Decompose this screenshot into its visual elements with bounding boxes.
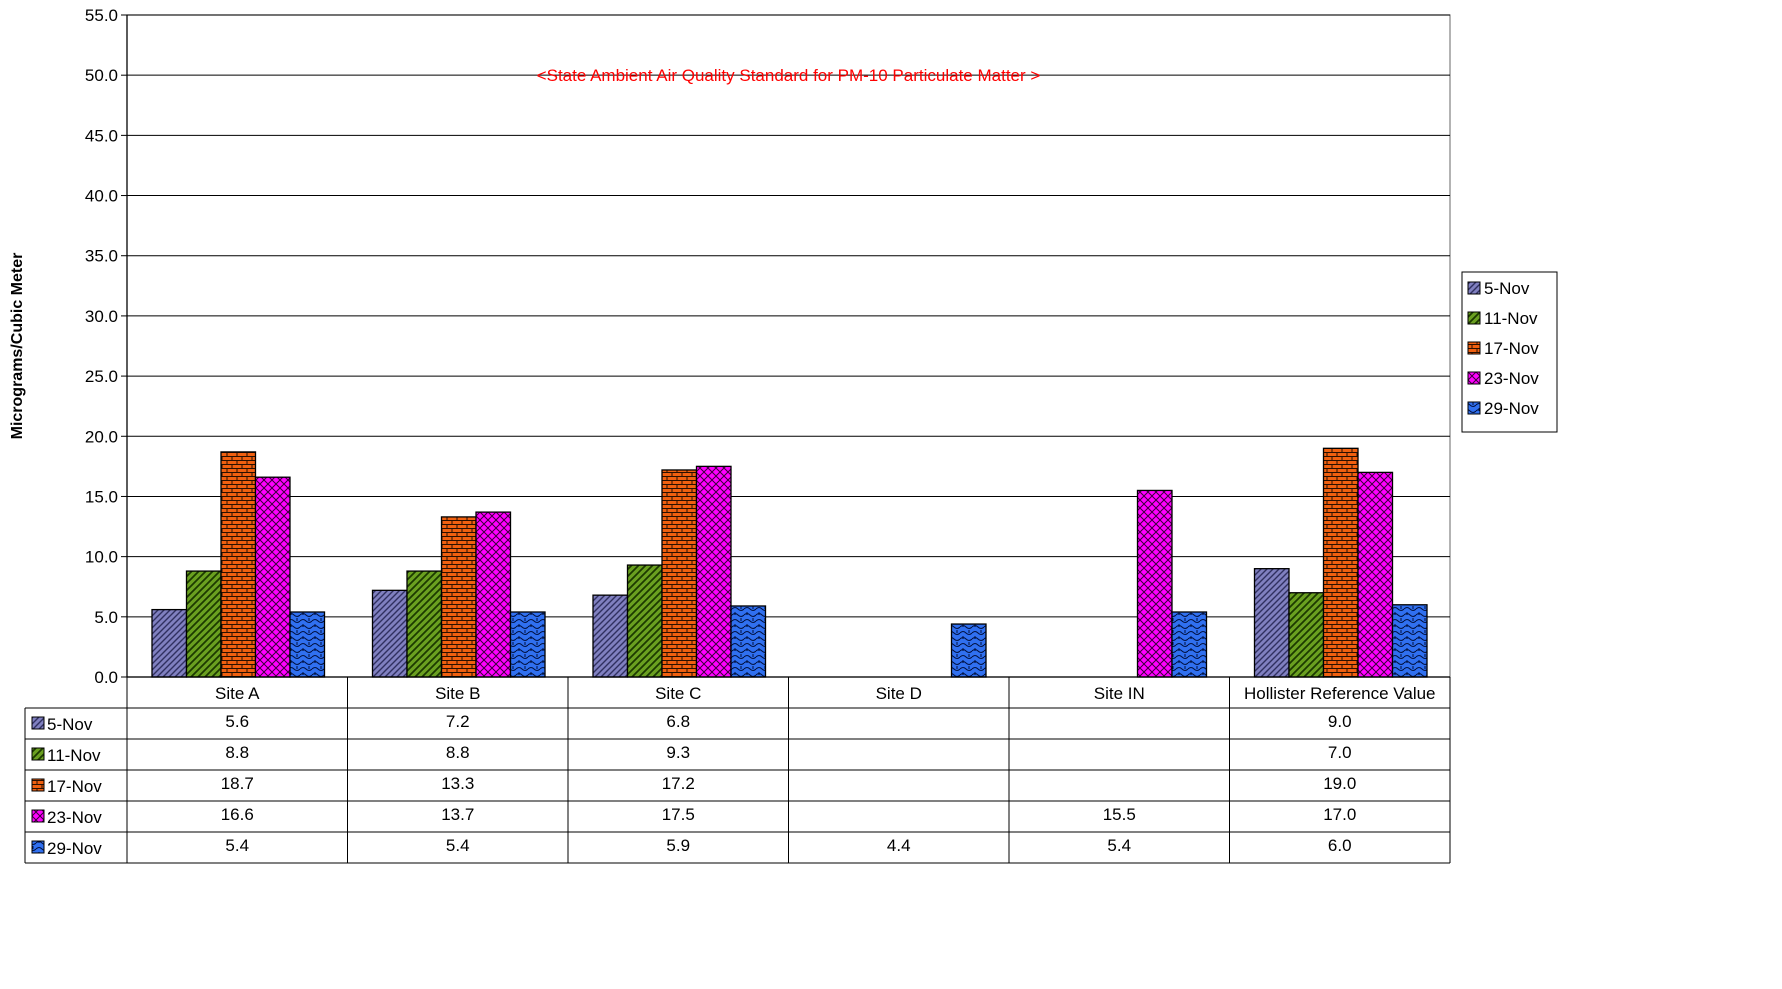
table-value: 5.6	[225, 712, 249, 731]
legend-label: 5-Nov	[1484, 279, 1530, 298]
table-series-label: 23-Nov	[47, 808, 102, 827]
table-value: 19.0	[1323, 774, 1356, 793]
table-value: 7.2	[446, 712, 470, 731]
table-value: 5.4	[1107, 836, 1131, 855]
category-label: Site C	[655, 684, 701, 703]
category-label: Site A	[215, 684, 260, 703]
legend-swatch-5-nov	[1467, 281, 1481, 295]
y-tick-label: 15.0	[85, 487, 118, 506]
y-tick-label: 35.0	[85, 247, 118, 266]
y-tick-label: 45.0	[85, 126, 118, 145]
table-value: 17.0	[1323, 805, 1356, 824]
y-axis-label: Micrograms/Cubic Meter	[9, 253, 26, 440]
table-value: 6.0	[1328, 836, 1352, 855]
y-tick-label: 5.0	[94, 608, 118, 627]
category-label: Site IN	[1094, 684, 1145, 703]
table-value: 7.0	[1328, 743, 1352, 762]
gridlines	[126, 14, 1451, 678]
table-value: 15.5	[1103, 805, 1136, 824]
y-tick-label: 20.0	[85, 427, 118, 446]
y-tick-label: 10.0	[85, 548, 118, 567]
table-series-label: 5-Nov	[47, 715, 93, 734]
bars	[151, 447, 1428, 678]
table-value: 17.2	[662, 774, 695, 793]
y-tick-label: 50.0	[85, 66, 118, 85]
bar-29-nov-site-a	[289, 611, 326, 678]
y-tick-label: 25.0	[85, 367, 118, 386]
table-value: 8.8	[225, 743, 249, 762]
bar-17-nov-site-b	[440, 516, 477, 678]
bar-29-nov-site-in	[1171, 611, 1208, 678]
table-key-5-nov	[31, 716, 45, 730]
data-table: Site A Site B Site C Site D Site IN Hollister…	[24, 676, 1451, 864]
legend-swatch-11-nov	[1467, 311, 1481, 325]
axes: 0.0 5.0 10.0 15.0 20.0 25.0 30.0 35.0 40.0 45.0 50…	[9, 6, 128, 687]
bar-23-nov-hollister-reference-value	[1357, 471, 1394, 678]
table-value: 16.6	[221, 805, 254, 824]
bar-17-nov-hollister-reference-value	[1322, 447, 1359, 678]
y-tick-label: 30.0	[85, 307, 118, 326]
legend-swatch-29-nov	[1467, 401, 1481, 415]
bar-5-nov-hollister-reference-value	[1253, 568, 1290, 678]
bar-29-nov-site-d	[950, 623, 987, 678]
table-series-label: 29-Nov	[47, 839, 102, 858]
category-label: Site B	[435, 684, 480, 703]
bar-17-nov-site-a	[220, 451, 257, 678]
table-series-label: 11-Nov	[47, 746, 101, 765]
table-value: 5.4	[446, 836, 470, 855]
plot-area	[126, 14, 1451, 678]
table-key-23-nov	[31, 809, 45, 823]
table-value: 6.8	[666, 712, 690, 731]
table-value: 4.4	[887, 836, 911, 855]
y-tick-label: 40.0	[85, 187, 118, 206]
bar-23-nov-site-a	[254, 476, 291, 678]
category-label: Hollister Reference Value	[1244, 684, 1436, 703]
bar-23-nov-site-b	[475, 511, 512, 678]
table-value: 9.3	[666, 743, 690, 762]
bar-5-nov-site-c	[592, 594, 629, 678]
bar-11-nov-hollister-reference-value	[1288, 592, 1325, 678]
category-label: Site D	[876, 684, 922, 703]
y-tick-label: 55.0	[85, 6, 118, 25]
table-series-label: 17-Nov	[47, 777, 102, 796]
table-value: 5.9	[666, 836, 690, 855]
table-value: 13.3	[441, 774, 474, 793]
bar-23-nov-site-c	[695, 465, 732, 678]
table-value: 5.4	[225, 836, 249, 855]
bar-29-nov-site-b	[509, 611, 546, 678]
legend-label: 23-Nov	[1484, 369, 1539, 388]
y-tick-label: 0.0	[94, 668, 118, 687]
annotation-layer: <State Ambient Air Quality Standard for …	[537, 66, 1041, 85]
bar-5-nov-site-a	[151, 608, 188, 678]
legend-label: 17-Nov	[1484, 339, 1539, 358]
table-key-11-nov	[31, 747, 45, 761]
bar-11-nov-site-b	[406, 570, 443, 678]
table-value: 13.7	[441, 805, 474, 824]
table-key-17-nov	[31, 778, 45, 792]
table-key-29-nov	[31, 840, 45, 854]
table-value: 8.8	[446, 743, 470, 762]
legend-label: 11-Nov	[1484, 309, 1538, 328]
annotation-label: <State Ambient Air Quality Standard for …	[537, 66, 1041, 85]
legend: 5-Nov 11-Nov 17-Nov 23-Nov 29-Nov	[1461, 271, 1558, 433]
bar-23-nov-site-in	[1136, 489, 1173, 678]
bar-11-nov-site-c	[626, 564, 663, 678]
bar-29-nov-hollister-reference-value	[1391, 604, 1428, 678]
bar-17-nov-site-c	[661, 469, 698, 678]
table-value: 17.5	[662, 805, 695, 824]
table-value: 18.7	[221, 774, 254, 793]
bar-5-nov-site-b	[371, 589, 408, 678]
legend-swatch-23-nov	[1467, 371, 1481, 385]
bar-11-nov-site-a	[185, 570, 222, 678]
bar-29-nov-site-c	[730, 605, 767, 678]
legend-swatch-17-nov	[1467, 341, 1481, 355]
table-value: 9.0	[1328, 712, 1352, 731]
legend-label: 29-Nov	[1484, 399, 1539, 418]
